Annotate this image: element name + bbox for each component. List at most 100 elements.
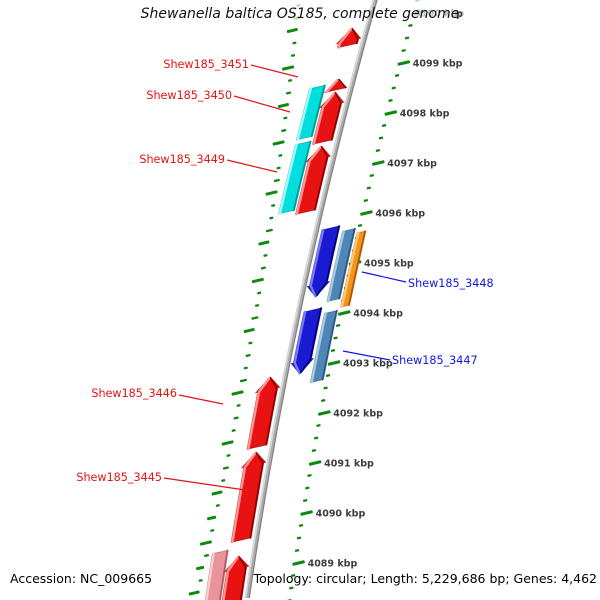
kbp-label-4094: 4094 kbp bbox=[353, 309, 403, 320]
cds-shew185-3445-body bbox=[230, 451, 267, 543]
leader-line-Shew185_3445 bbox=[163, 477, 246, 491]
tick-dash bbox=[357, 224, 363, 227]
tick-dash bbox=[243, 327, 255, 334]
cds-shew185-3448 bbox=[306, 225, 341, 298]
tick-dash bbox=[303, 499, 308, 502]
cds-red-2-highlight bbox=[295, 146, 322, 216]
tick-dash bbox=[265, 228, 273, 233]
tick-dash bbox=[245, 353, 251, 358]
tick-dash bbox=[265, 190, 278, 196]
cds-shew185-3445-shadow bbox=[249, 452, 264, 539]
tick-dash bbox=[292, 41, 297, 45]
kbp-label-4091: 4091 kbp bbox=[324, 459, 374, 470]
tick-dash bbox=[286, 27, 298, 34]
cds-shew185-3445-highlight bbox=[231, 452, 257, 544]
tick-dash bbox=[282, 65, 295, 71]
cds-steel-2-highlight bbox=[310, 312, 327, 384]
gene-labels: Shew185_3451 Shew185_3450 Shew185_3449 Shew… bbox=[76, 58, 494, 491]
gene-label-Shew185_3451: Shew185_3451 bbox=[163, 58, 249, 71]
backbone bbox=[244, 0, 378, 599]
cds-shew185-3447 bbox=[290, 307, 323, 375]
tick-dash bbox=[289, 586, 294, 590]
tick-dash bbox=[257, 291, 262, 295]
tick-dash bbox=[294, 549, 300, 552]
cds-shew185-3446-highlight bbox=[247, 377, 271, 451]
cds-shew185-3445 bbox=[230, 451, 267, 544]
tick-dash bbox=[318, 410, 331, 416]
tick-dash bbox=[323, 386, 328, 390]
cds-orange-1-shadow bbox=[347, 230, 366, 307]
tick-dash bbox=[239, 378, 247, 383]
tick-dash bbox=[335, 324, 341, 327]
cds-steel-2-body bbox=[309, 309, 339, 384]
tick-dash bbox=[281, 128, 287, 133]
tick-dash bbox=[363, 199, 368, 202]
tick-dash bbox=[415, 0, 420, 2]
tick-dash bbox=[360, 210, 373, 216]
tick-dash bbox=[255, 304, 260, 307]
tick-dash bbox=[325, 374, 331, 377]
kbp-label-4100: 4100 kbp bbox=[414, 9, 464, 20]
tick-dash bbox=[251, 277, 264, 284]
tick-dash bbox=[316, 424, 321, 427]
cds-red-1 bbox=[311, 91, 345, 146]
tick-dash bbox=[276, 166, 281, 170]
tick-dash bbox=[321, 399, 326, 402]
tick-dash bbox=[203, 553, 210, 558]
cds-red-2 bbox=[294, 145, 332, 216]
tick-dash bbox=[305, 486, 310, 490]
kbp-label-4089: 4089 kbp bbox=[308, 559, 358, 570]
cds-shew185-3447-body bbox=[290, 307, 323, 375]
cds-red-1-shadow bbox=[330, 92, 342, 141]
gene-label-Shew185_3447: Shew185_3447 bbox=[392, 354, 478, 367]
cds-red-3-shadow bbox=[238, 556, 247, 600]
page-title: Shewanella baltica OS185, complete genom… bbox=[140, 6, 460, 22]
tick-dash bbox=[231, 429, 236, 432]
cds-cyan-1-shadow bbox=[310, 84, 326, 138]
tick-dash bbox=[286, 91, 292, 95]
genome-stats-text: Topology: circular; Length: 5,229,686 bp… bbox=[253, 571, 597, 586]
gene-label-Shew185_3448: Shew185_3448 bbox=[408, 277, 494, 290]
tick-dash bbox=[290, 54, 296, 57]
cds-cyan-2 bbox=[277, 140, 312, 215]
ruler-labels: 4100 kbp 4099 kbp 4098 kbp 4097 kbp 4096 kbp… bbox=[308, 9, 465, 570]
cds-top-red-shadow bbox=[351, 28, 359, 45]
cds-cyan-1 bbox=[295, 84, 327, 141]
cds-shew185-3448-highlight bbox=[309, 228, 325, 297]
left-dash-track bbox=[188, 4, 301, 596]
cds-top-red bbox=[335, 27, 362, 49]
tick-dash bbox=[296, 4, 301, 7]
kbp-label-4092: 4092 kbp bbox=[333, 409, 383, 420]
tick-dash bbox=[273, 178, 280, 183]
tick-dash bbox=[243, 366, 248, 370]
tick-dash bbox=[391, 86, 396, 90]
gene-label-Shew185_3450: Shew185_3450 bbox=[146, 89, 232, 102]
cds-red-2-shadow bbox=[313, 146, 329, 211]
gene-label-Shew185_3445: Shew185_3445 bbox=[76, 471, 162, 484]
gene-label-Shew185_3449: Shew185_3449 bbox=[139, 153, 225, 166]
cds-shew185-3446-shadow bbox=[265, 377, 278, 446]
kbp-label-4097: 4097 kbp bbox=[387, 159, 437, 170]
cds-shew185-3448-body bbox=[306, 225, 341, 298]
cds-orange-1-highlight bbox=[340, 231, 360, 308]
leader-line-Shew185_3447 bbox=[342, 350, 391, 361]
gene-features bbox=[204, 27, 367, 600]
kbp-label-4093: 4093 kbp bbox=[343, 359, 393, 370]
tick-dash bbox=[300, 510, 313, 516]
cds-pink-highlight bbox=[205, 552, 215, 600]
tick-dash bbox=[288, 79, 293, 82]
tick-dash bbox=[381, 124, 387, 127]
tick-dash bbox=[236, 404, 241, 407]
tick-dash bbox=[188, 590, 200, 596]
backbone-shadow bbox=[248, 0, 378, 598]
cds-steel-1-body bbox=[326, 227, 357, 303]
tick-dash bbox=[404, 36, 410, 40]
leader-line-Shew185_3449 bbox=[226, 159, 278, 173]
leader-line-Shew185_3448 bbox=[361, 271, 407, 283]
tick-dash bbox=[248, 341, 253, 345]
tick-dash bbox=[372, 160, 385, 166]
tick-dash bbox=[337, 310, 351, 316]
tick-dash bbox=[210, 529, 215, 532]
gene-label-Shew185_3446: Shew185_3446 bbox=[91, 387, 177, 400]
cds-orange-1 bbox=[340, 230, 367, 308]
